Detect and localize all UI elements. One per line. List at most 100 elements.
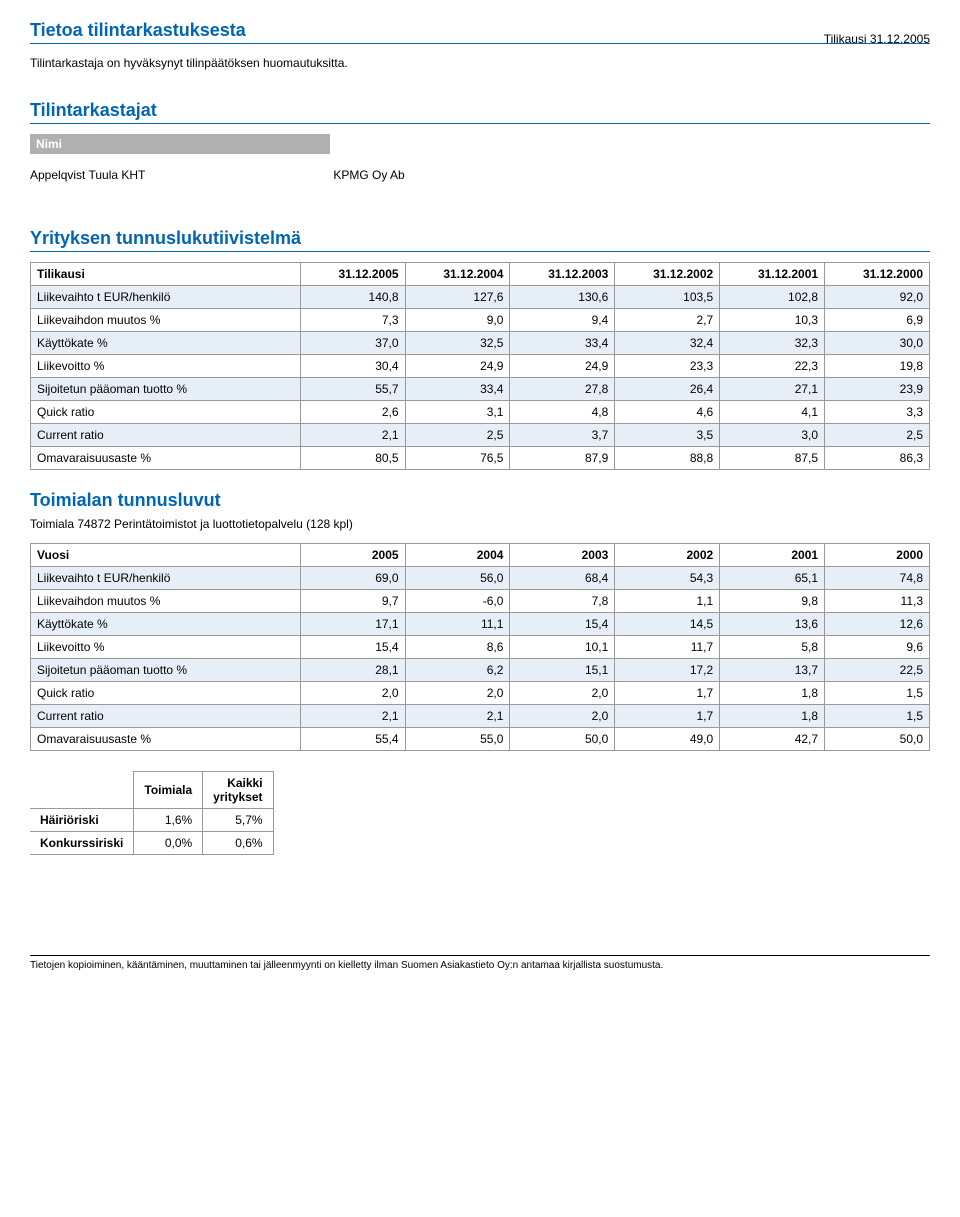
header-label: Vuosi	[31, 544, 301, 567]
cell: 4,1	[720, 401, 825, 424]
cell: 23,9	[825, 378, 930, 401]
risk-val: 0,0%	[134, 832, 203, 855]
cell: 6,2	[405, 659, 510, 682]
table-row: Current ratio2,12,12,01,71,81,5	[31, 705, 930, 728]
cell: 32,4	[615, 332, 720, 355]
risk-val: 1,6%	[134, 809, 203, 832]
col: 2004	[405, 544, 510, 567]
auditor-firm: KPMG Oy Ab	[333, 162, 633, 188]
table-row: Sijoitetun pääoman tuotto %55,733,427,82…	[31, 378, 930, 401]
cell: 55,4	[300, 728, 405, 751]
industry-ratios-body: Liikevaihto t EUR/henkilö69,056,068,454,…	[31, 567, 930, 751]
cell: -6,0	[405, 590, 510, 613]
row-label: Käyttökate %	[31, 613, 301, 636]
cell: 2,5	[405, 424, 510, 447]
table-row: Käyttökate %17,111,115,414,513,612,6	[31, 613, 930, 636]
risk-val: 5,7%	[203, 809, 273, 832]
cell: 86,3	[825, 447, 930, 470]
cell: 1,5	[825, 682, 930, 705]
cell: 2,1	[405, 705, 510, 728]
cell: 19,8	[825, 355, 930, 378]
risk-header-row: Toimiala Kaikkiyritykset	[30, 772, 273, 809]
table-row: Omavaraisuusaste %80,576,587,988,887,586…	[31, 447, 930, 470]
cell: 9,4	[510, 309, 615, 332]
cell: 80,5	[300, 447, 405, 470]
risk-label: Häiriöriski	[30, 809, 134, 832]
col: 31.12.2005	[300, 263, 405, 286]
cell: 92,0	[825, 286, 930, 309]
table-row: Quick ratio2,02,02,01,71,81,5	[31, 682, 930, 705]
footer-text: Tietojen kopioiminen, kääntäminen, muutt…	[30, 955, 930, 971]
cell: 24,9	[510, 355, 615, 378]
cell: 50,0	[825, 728, 930, 751]
row-label: Omavaraisuusaste %	[31, 728, 301, 751]
risk-label: Konkurssiriski	[30, 832, 134, 855]
audit-approval-text: Tilintarkastaja on hyväksynyt tilinpäätö…	[30, 56, 930, 70]
company-ratios-table: Tilikausi 31.12.2005 31.12.2004 31.12.20…	[30, 262, 930, 470]
table-row: Käyttökate %37,032,533,432,432,330,0	[31, 332, 930, 355]
row-label: Quick ratio	[31, 401, 301, 424]
cell: 1,1	[615, 590, 720, 613]
table-row: Liikevoitto %15,48,610,111,75,89,6	[31, 636, 930, 659]
col: 31.12.2004	[405, 263, 510, 286]
cell: 12,6	[825, 613, 930, 636]
cell: 33,4	[510, 332, 615, 355]
cell: 17,2	[615, 659, 720, 682]
cell: 30,4	[300, 355, 405, 378]
cell: 14,5	[615, 613, 720, 636]
auditors-title: Tilintarkastajat	[30, 100, 930, 124]
cell: 13,6	[720, 613, 825, 636]
row-label: Current ratio	[31, 424, 301, 447]
row-label: Sijoitetun pääoman tuotto %	[31, 378, 301, 401]
cell: 54,3	[615, 567, 720, 590]
cell: 11,7	[615, 636, 720, 659]
cell: 4,6	[615, 401, 720, 424]
cell: 2,0	[405, 682, 510, 705]
cell: 11,3	[825, 590, 930, 613]
table-row: Liikevaihdon muutos %7,39,09,42,710,36,9	[31, 309, 930, 332]
table-row: Liikevoitto %30,424,924,923,322,319,8	[31, 355, 930, 378]
cell: 2,1	[300, 705, 405, 728]
cell: 2,0	[510, 682, 615, 705]
cell: 9,0	[405, 309, 510, 332]
cell: 3,1	[405, 401, 510, 424]
cell: 76,5	[405, 447, 510, 470]
cell: 22,5	[825, 659, 930, 682]
cell: 5,8	[720, 636, 825, 659]
table-row: Liikevaihdon muutos %9,7-6,07,81,19,811,…	[31, 590, 930, 613]
table-header-row: Tilikausi 31.12.2005 31.12.2004 31.12.20…	[31, 263, 930, 286]
table-row: Sijoitetun pääoman tuotto %28,16,215,117…	[31, 659, 930, 682]
cell: 3,5	[615, 424, 720, 447]
table-row: Current ratio2,12,53,73,53,02,5	[31, 424, 930, 447]
cell: 1,8	[720, 682, 825, 705]
col: 2000	[825, 544, 930, 567]
cell: 2,0	[300, 682, 405, 705]
cell: 2,6	[300, 401, 405, 424]
row-label: Liikevoitto %	[31, 355, 301, 378]
cell: 56,0	[405, 567, 510, 590]
col: 31.12.2000	[825, 263, 930, 286]
cell: 49,0	[615, 728, 720, 751]
risk-val: 0,6%	[203, 832, 273, 855]
table-row: Liikevaihto t EUR/henkilö69,056,068,454,…	[31, 567, 930, 590]
cell: 15,1	[510, 659, 615, 682]
cell: 1,5	[825, 705, 930, 728]
col: 2002	[615, 544, 720, 567]
auditor-name: Appelqvist Tuula KHT	[30, 162, 330, 188]
row-label: Liikevaihdon muutos %	[31, 590, 301, 613]
cell: 27,1	[720, 378, 825, 401]
cell: 4,8	[510, 401, 615, 424]
row-label: Liikevaihto t EUR/henkilö	[31, 286, 301, 309]
industry-ratios-table: Vuosi 2005 2004 2003 2002 2001 2000 Liik…	[30, 543, 930, 751]
cell: 10,3	[720, 309, 825, 332]
auditors-block: Nimi Appelqvist Tuula KHT KPMG Oy Ab	[30, 134, 930, 188]
row-label: Omavaraisuusaste %	[31, 447, 301, 470]
table-row: Liikevaihto t EUR/henkilö140,8127,6130,6…	[31, 286, 930, 309]
cell: 1,7	[615, 705, 720, 728]
cell: 32,3	[720, 332, 825, 355]
table-row: Quick ratio2,63,14,84,64,13,3	[31, 401, 930, 424]
company-ratios-title: Yrityksen tunnuslukutiivistelmä	[30, 228, 930, 252]
header-label: Tilikausi	[31, 263, 301, 286]
risk-col-industry: Toimiala	[134, 772, 203, 809]
industry-ratios-title: Toimialan tunnusluvut	[30, 490, 930, 511]
